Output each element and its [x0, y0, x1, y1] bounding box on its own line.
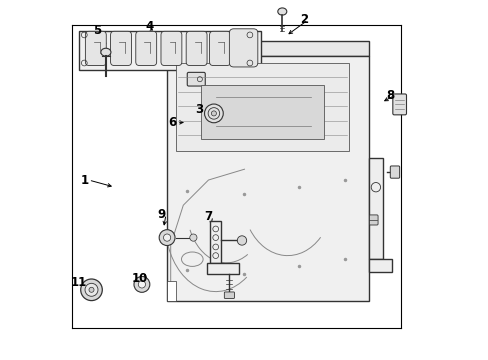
Polygon shape [176, 63, 348, 151]
Circle shape [134, 276, 149, 292]
FancyBboxPatch shape [368, 215, 377, 225]
Text: 6: 6 [168, 116, 176, 129]
Circle shape [89, 287, 94, 292]
FancyBboxPatch shape [136, 31, 156, 66]
Circle shape [81, 279, 102, 301]
Circle shape [211, 111, 216, 116]
Ellipse shape [277, 8, 286, 15]
Polygon shape [368, 158, 382, 259]
FancyBboxPatch shape [209, 31, 230, 66]
FancyBboxPatch shape [187, 72, 205, 86]
Text: 1: 1 [80, 174, 88, 186]
FancyBboxPatch shape [161, 31, 182, 66]
Text: 11: 11 [71, 276, 87, 289]
Circle shape [85, 283, 98, 296]
FancyBboxPatch shape [110, 31, 131, 66]
Ellipse shape [101, 48, 111, 56]
Circle shape [237, 236, 246, 245]
Polygon shape [167, 41, 368, 56]
Circle shape [204, 104, 223, 123]
Polygon shape [206, 263, 239, 274]
FancyBboxPatch shape [389, 166, 399, 178]
Text: 10: 10 [132, 273, 148, 285]
FancyBboxPatch shape [186, 31, 206, 66]
Text: 5: 5 [93, 24, 101, 37]
Circle shape [138, 281, 145, 288]
Polygon shape [368, 259, 391, 272]
FancyBboxPatch shape [392, 94, 406, 115]
Text: 8: 8 [386, 89, 394, 102]
Polygon shape [79, 31, 260, 70]
Text: 3: 3 [195, 103, 203, 116]
Text: 4: 4 [144, 21, 153, 33]
Text: 7: 7 [204, 210, 212, 222]
Polygon shape [167, 56, 368, 301]
Text: 2: 2 [299, 13, 307, 26]
Polygon shape [167, 281, 176, 301]
Polygon shape [210, 221, 221, 263]
FancyBboxPatch shape [85, 31, 106, 66]
Text: 9: 9 [157, 208, 165, 221]
Circle shape [163, 234, 170, 241]
Circle shape [159, 230, 175, 246]
Polygon shape [201, 85, 323, 139]
FancyBboxPatch shape [224, 292, 234, 298]
FancyBboxPatch shape [229, 29, 257, 67]
Circle shape [189, 234, 197, 241]
